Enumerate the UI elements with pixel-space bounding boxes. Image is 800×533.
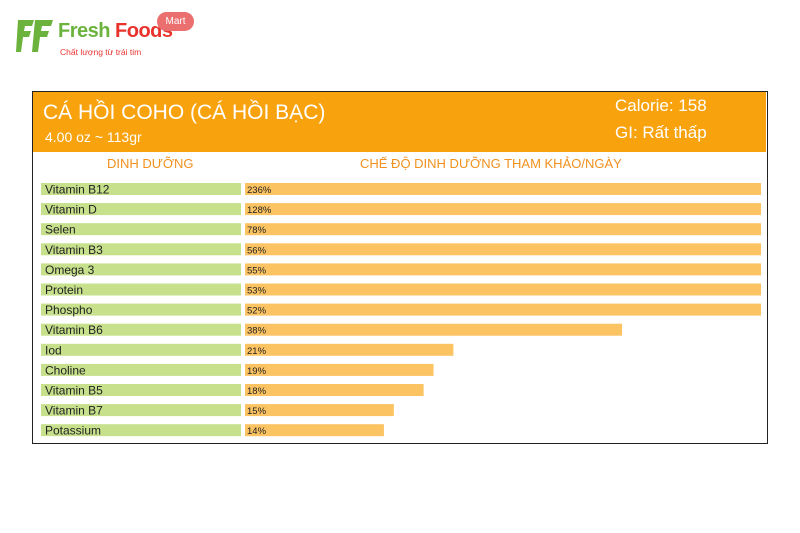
value-label: 236% xyxy=(247,185,272,196)
bar-row: Vitamin B5 18% xyxy=(41,384,424,398)
bar-row: Choline 19% xyxy=(41,363,434,377)
calorie-value: Calorie: 158 xyxy=(615,96,707,115)
nutrient-name: Vitamin B7 xyxy=(45,404,103,418)
value-label: 78% xyxy=(247,225,267,236)
nutrient-label-bar xyxy=(41,404,241,417)
value-label: 38% xyxy=(247,326,267,337)
value-label: 128% xyxy=(247,205,272,216)
gi-value: GI: Rất thấp xyxy=(615,123,707,142)
bar-row: Vitamin B12 236% xyxy=(41,183,761,197)
value-label: 56% xyxy=(247,245,267,256)
nutrient-name: Iod xyxy=(45,343,62,357)
value-bar xyxy=(245,203,761,216)
bar-row: Omega 3 55% xyxy=(41,263,761,277)
nutrient-label-bar xyxy=(41,243,241,256)
value-label: 15% xyxy=(247,406,267,417)
value-label: 52% xyxy=(247,306,267,317)
nutrient-label-bar xyxy=(41,384,241,396)
nutrient-name: Vitamin B6 xyxy=(45,323,103,337)
nutrient-name: Potassium xyxy=(45,424,101,438)
value-label: 14% xyxy=(247,426,267,437)
value-bar xyxy=(245,243,761,256)
nutrition-header: CÁ HỒI COHO (CÁ HỒI BẠC) 4.00 oz ~ 113gr… xyxy=(33,92,766,152)
bar-row: Vitamin B7 15% xyxy=(41,404,394,418)
nutrient-label-bar xyxy=(41,283,241,296)
nutrient-label-bar xyxy=(41,303,241,316)
nutrient-label-bar xyxy=(41,203,241,216)
bar-row: Phospho 52% xyxy=(41,303,761,317)
value-label: 21% xyxy=(247,346,267,357)
bar-row: Vitamin B6 38% xyxy=(41,323,623,337)
nutrient-name: Choline xyxy=(45,363,86,377)
nutrient-label-bar xyxy=(41,363,241,376)
nutrient-name: Phospho xyxy=(45,303,93,317)
value-bar xyxy=(245,343,454,356)
nutrient-name: Selen xyxy=(45,223,76,237)
value-bar xyxy=(245,424,384,437)
logo-tagline: Chất lượng từ trái tim xyxy=(60,47,142,57)
bar-row: Protein 53% xyxy=(41,283,761,297)
nutrient-name: Protein xyxy=(45,283,83,297)
nutrient-label-bar xyxy=(41,323,241,336)
bar-row: Selen 78% xyxy=(41,223,761,237)
value-bar xyxy=(245,303,761,316)
logo-mart-badge: Mart xyxy=(157,12,194,31)
nutrition-panel: CÁ HỒI COHO (CÁ HỒI BẠC) 4.00 oz ~ 113gr… xyxy=(32,91,768,444)
nutrient-name: Vitamin B5 xyxy=(45,384,103,398)
value-bar xyxy=(245,183,761,195)
value-label: 53% xyxy=(247,286,267,297)
nutrient-bar-chart: Vitamin B12 236% Vitamin D 128% Selen 78% Vita… xyxy=(41,183,761,438)
nutrient-label-bar xyxy=(41,263,241,276)
nutrient-label-bar xyxy=(41,223,241,236)
nutrient-label-bar xyxy=(41,343,241,356)
nutrient-name: Omega 3 xyxy=(45,263,95,277)
nutrient-name: Vitamin B12 xyxy=(45,183,110,197)
freshfoods-logo[interactable]: Fresh Foods Mart Chất lượng từ trái tim xyxy=(16,12,206,62)
logo-brand-fresh: Fresh xyxy=(58,20,110,42)
value-bar xyxy=(245,223,761,236)
nutrient-label-bar xyxy=(41,183,241,195)
serving-size: 4.00 oz ~ 113gr xyxy=(45,129,142,145)
ff-logo-icon xyxy=(16,20,53,52)
value-bar xyxy=(245,384,424,396)
value-label: 19% xyxy=(247,366,267,377)
bar-row: Vitamin B3 56% xyxy=(41,243,761,257)
nutrient-name: Vitamin B3 xyxy=(45,243,103,257)
value-label: 55% xyxy=(247,265,267,276)
nutrient-label-bar xyxy=(41,424,241,437)
value-label: 18% xyxy=(247,386,267,397)
logo-brand-name: Fresh Foods xyxy=(58,20,173,43)
nutrient-name: Vitamin D xyxy=(45,203,97,217)
value-bar xyxy=(245,363,434,376)
value-bar xyxy=(245,283,761,296)
column-label-daily-value: CHẾ ĐỘ DINH DƯỠNG THAM KHẢO/NGÀY xyxy=(360,156,622,171)
bar-row: Potassium 14% xyxy=(41,424,384,438)
value-bar xyxy=(245,323,623,336)
bar-row: Vitamin D 128% xyxy=(41,203,761,217)
value-bar xyxy=(245,263,761,276)
food-title: CÁ HỒI COHO (CÁ HỒI BẠC) xyxy=(43,101,326,124)
bar-row: Iod 21% xyxy=(41,343,454,357)
value-bar xyxy=(245,404,394,417)
column-label-nutrient: DINH DƯỠNG xyxy=(107,156,194,171)
